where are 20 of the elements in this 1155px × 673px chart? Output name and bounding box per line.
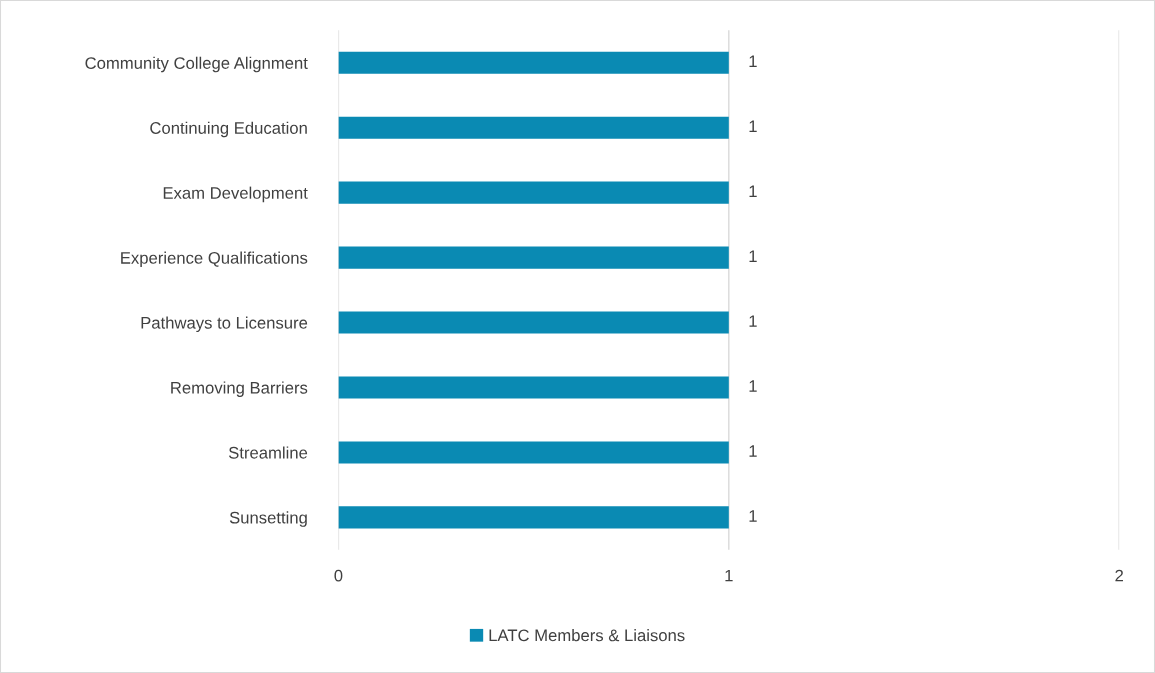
data-label: 1 <box>749 185 757 197</box>
y-tick-label: Experience Qualifications <box>121 251 308 268</box>
data-label: 1 <box>749 510 757 522</box>
y-tick-label: Removing Barriers <box>171 381 308 397</box>
data-label: 1 <box>749 55 757 68</box>
x-tick-label: 2 <box>1115 569 1123 582</box>
x-tick-label: 0 <box>334 569 343 582</box>
y-tick-label: Continuing Education <box>150 121 307 138</box>
data-label: 1 <box>749 120 757 133</box>
data-label: 1 <box>749 250 757 262</box>
data-label: 1 <box>749 380 757 392</box>
x-tick-label: 1 <box>725 569 733 582</box>
data-label: 1 <box>749 315 757 327</box>
y-tick-label: Exam Development <box>163 186 308 203</box>
y-tick-label: Pathways to Licensure <box>141 316 308 333</box>
y-tick-label: Sunsetting <box>229 511 307 527</box>
legend-label: LATC Members & Liaisons <box>489 629 685 642</box>
data-label: 1 <box>749 445 757 457</box>
y-tick-label: Community College Alignment <box>85 56 308 73</box>
y-tick-label: Streamline <box>228 446 308 459</box>
